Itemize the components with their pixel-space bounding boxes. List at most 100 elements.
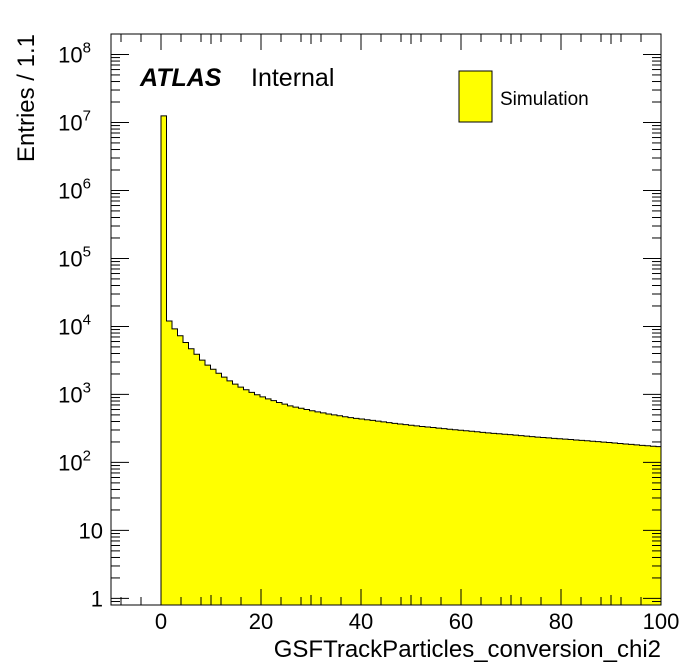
- histogram-bin: [524, 436, 530, 605]
- histogram-bin: [194, 354, 200, 605]
- histogram-bin: [221, 377, 228, 605]
- legend: Simulation: [458, 70, 589, 123]
- histogram-bin: [315, 411, 321, 605]
- histogram-bin: [441, 428, 448, 605]
- histogram-bin: [639, 445, 646, 605]
- histogram-bin: [436, 428, 442, 605]
- histogram-bin: [172, 328, 178, 605]
- y-axis-title: Entries / 1.1: [13, 34, 40, 162]
- histogram-bin: [249, 392, 255, 605]
- x-tick-label: 80: [549, 609, 573, 634]
- histogram-bin: [540, 437, 547, 605]
- y-tick-label: 103: [58, 379, 91, 407]
- histogram-bin: [606, 442, 613, 605]
- histogram-bin: [425, 426, 431, 605]
- histogram-bin: [469, 431, 475, 605]
- internal-label: Internal: [251, 64, 334, 92]
- histogram-bin: [304, 409, 310, 605]
- histogram-bin: [364, 419, 371, 605]
- histogram-bin: [474, 431, 481, 605]
- histogram-bin: [480, 432, 486, 605]
- histogram-bin: [205, 365, 211, 605]
- histogram-bin: [298, 408, 305, 605]
- histogram-bin: [573, 439, 580, 605]
- histogram-bin: [562, 439, 569, 605]
- histogram-bin: [183, 342, 189, 605]
- histogram-bin: [381, 421, 387, 605]
- histogram-bin: [260, 396, 266, 605]
- histogram-bin: [463, 430, 470, 605]
- histogram-bin: [309, 410, 316, 605]
- x-tick-label: 60: [449, 609, 473, 634]
- histogram-bin: [430, 427, 437, 605]
- x-tick-labels: 0 20 40 60 80 100: [155, 609, 679, 634]
- y-tick-label: 102: [58, 447, 91, 475]
- histogram-bin: [557, 438, 563, 605]
- histogram-bin: [617, 443, 624, 605]
- histogram-bin: [623, 443, 629, 605]
- histogram-bin: [595, 441, 602, 605]
- histogram-bin: [590, 441, 596, 605]
- histogram-bin: [397, 423, 404, 605]
- histogram-bin: [408, 425, 415, 605]
- histogram-bin: [370, 420, 376, 605]
- histogram-bin: [243, 389, 250, 605]
- histogram-bin: [601, 442, 607, 605]
- histogram-bin: [403, 424, 409, 605]
- histogram-bin: [166, 321, 173, 605]
- y-tick-label: 106: [58, 175, 91, 203]
- histogram-bin: [507, 434, 514, 605]
- legend-label-simulation: Simulation: [500, 89, 589, 110]
- y-tick-label: 107: [58, 107, 91, 135]
- histogram-bin: [502, 434, 508, 605]
- histogram-bin: [414, 425, 420, 605]
- histogram-bin: [656, 446, 662, 605]
- histogram-bars: [160, 115, 662, 605]
- histogram-bin: [529, 436, 536, 605]
- histogram-bin: [645, 445, 651, 605]
- histogram-bin: [326, 414, 332, 605]
- histogram-bin: [177, 335, 184, 605]
- histogram-bin: [650, 446, 657, 605]
- histogram-bin: [634, 444, 640, 605]
- histogram-bin: [579, 440, 585, 605]
- histogram-bin: [353, 418, 360, 605]
- atlas-label: ATLAS: [139, 64, 222, 92]
- x-tick-label: 100: [643, 609, 680, 634]
- histogram-bin: [568, 439, 574, 605]
- x-axis-title: GSFTrackParticles_conversion_chi2: [274, 636, 661, 663]
- x-tick-label: 20: [249, 609, 273, 634]
- histogram-bin: [216, 373, 222, 605]
- histogram-bin: [320, 412, 327, 605]
- histogram-bin: [265, 398, 272, 605]
- histogram-bin: [518, 435, 525, 605]
- y-tick-label: 105: [58, 243, 91, 271]
- histogram-bin: [628, 444, 635, 605]
- histogram-bin: [491, 433, 497, 605]
- histogram-bin: [287, 405, 294, 605]
- histogram-bin: [254, 394, 261, 605]
- legend-swatch-simulation: [458, 70, 493, 123]
- histogram-bin: [232, 384, 239, 605]
- histogram-bin: [276, 402, 283, 605]
- histogram-bin: [535, 437, 541, 605]
- histogram-bin: [496, 433, 503, 605]
- histogram-bin: [452, 429, 459, 605]
- y-tick-label: 108: [58, 39, 91, 67]
- histogram-bin: [199, 360, 206, 605]
- histogram-bin: [584, 440, 591, 605]
- histogram-bin: [282, 404, 288, 605]
- histogram-bin: [359, 419, 365, 605]
- histogram-bin: [458, 430, 464, 605]
- histogram-bin: [551, 438, 558, 605]
- histogram-bin: [386, 422, 393, 605]
- histogram-bin: [210, 369, 217, 605]
- x-tick-label: 40: [349, 609, 373, 634]
- histogram-bin: [161, 115, 167, 605]
- x-tick-label: 0: [155, 609, 167, 634]
- histogram-bin: [331, 414, 338, 605]
- histogram-bin: [447, 429, 453, 605]
- histogram-bin: [348, 417, 354, 605]
- histogram-bin: [513, 435, 519, 605]
